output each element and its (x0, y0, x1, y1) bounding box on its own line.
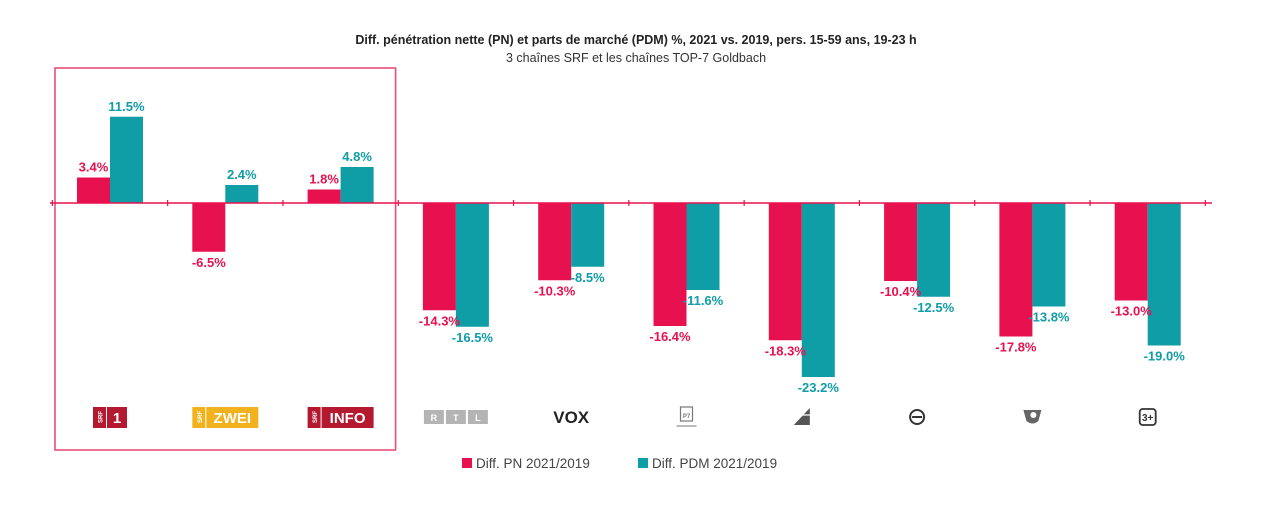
svg-text:SRF: SRF (99, 411, 105, 423)
svg-text:T: T (453, 413, 459, 423)
data-label-pdm-9: -19.0% (1144, 349, 1186, 364)
bar-pn-5 (653, 203, 687, 326)
data-label-pn-2: 1.8% (309, 172, 339, 187)
chart-title: Diff. pénétration nette (PN) et parts de… (355, 33, 916, 47)
bar-pdm-4 (571, 203, 605, 267)
data-label-pn-4: -10.3% (534, 283, 576, 298)
legend-label-pdm: Diff. PDM 2021/2019 (652, 456, 777, 471)
svg-text:L: L (475, 413, 481, 423)
data-label-pn-5: -16.4% (649, 329, 691, 344)
bar-pdm-6 (801, 203, 835, 377)
bar-pdm-8 (1032, 203, 1066, 307)
bar-pn-9 (1114, 203, 1148, 301)
bar-pn-3 (422, 203, 456, 311)
legend-swatch-pdm (638, 458, 648, 468)
bar-pdm-2 (340, 167, 374, 203)
svg-text:P7: P7 (683, 414, 691, 420)
data-label-pn-3: -14.3% (419, 313, 461, 328)
data-label-pn-9: -13.0% (1111, 304, 1153, 319)
data-label-pdm-7: -12.5% (913, 300, 955, 315)
bar-pn-2 (307, 189, 341, 203)
svg-text:SRF: SRF (198, 411, 204, 423)
svg-text:1: 1 (113, 410, 121, 427)
bar-pn-4 (538, 203, 572, 281)
svg-text:R: R (431, 413, 438, 423)
bar-pn-8 (999, 203, 1033, 337)
bar-pdm-0 (110, 116, 143, 203)
data-label-pn-0: 3.4% (79, 160, 109, 175)
svg-text:INFO: INFO (330, 410, 366, 427)
bar-pn-0 (77, 177, 110, 203)
legend-swatch-pn (462, 458, 472, 468)
data-label-pn-8: -17.8% (995, 340, 1037, 355)
chart-subtitle: 3 chaînes SRF et les chaînes TOP-7 Goldb… (506, 51, 766, 65)
bar-pdm-1 (225, 185, 259, 203)
legend-label-pn: Diff. PN 2021/2019 (476, 456, 590, 471)
svg-text:VOX: VOX (553, 408, 590, 427)
channel-logo-2: SRF info SRF INFO (307, 407, 374, 428)
channel-logo-4: VOX VOX (553, 408, 590, 427)
channel-logo-5: ProSieben P7 (676, 406, 697, 427)
data-label-pdm-3: -16.5% (452, 330, 494, 345)
data-label-pn-6: -18.3% (765, 343, 807, 358)
data-label-pdm-8: -13.8% (1028, 310, 1070, 325)
legend-item-pn: Diff. PN 2021/2019 (462, 456, 590, 471)
bar-pdm-9 (1147, 203, 1181, 346)
channel-logo-1: SRF zwei SRF ZWEI (192, 407, 259, 428)
srf-highlight-frame (54, 67, 397, 451)
data-label-pdm-2: 4.8% (342, 149, 372, 164)
bar-pn-7 (884, 203, 918, 281)
data-label-pn-1: -6.5% (192, 255, 226, 270)
channel-logo-3: RTL R T L (423, 410, 488, 424)
bar-pdm-3 (455, 203, 489, 327)
data-label-pdm-1: 2.4% (227, 167, 257, 182)
data-label-pdm-6: -23.2% (798, 380, 840, 395)
svg-text:SRF: SRF (313, 411, 319, 423)
svg-text:3+: 3+ (1142, 413, 1154, 424)
data-label-pn-7: -10.4% (880, 284, 922, 299)
bar-pdm-5 (686, 203, 720, 290)
bar-pn-6 (768, 203, 802, 341)
legend-item-pdm: Diff. PDM 2021/2019 (638, 456, 777, 471)
data-label-pdm-5: -11.6% (683, 293, 724, 308)
channel-logo-9: 3+ 3+ (1138, 408, 1157, 426)
bar-pdm-7 (917, 203, 951, 297)
data-label-pdm-0: 11.5% (108, 99, 145, 114)
channel-logo-6: Sat.1 (793, 408, 810, 425)
channel-logo-7: Kabel 1 (909, 409, 926, 425)
svg-text:ZWEI: ZWEI (214, 410, 252, 427)
data-label-pdm-4: -8.5% (571, 270, 605, 285)
bar-pn-1 (192, 203, 226, 252)
channel-logo-8: RTL II (1023, 410, 1042, 424)
